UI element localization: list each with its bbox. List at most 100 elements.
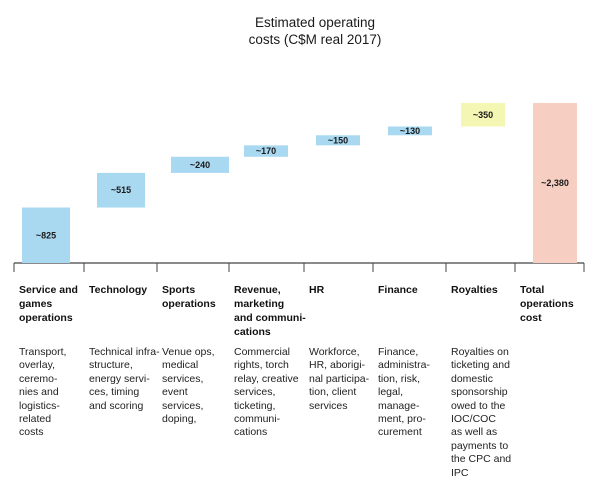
chart-title-line: Estimated operating	[254, 15, 376, 30]
category-description-line: services,	[162, 399, 204, 412]
category-label-line: cost	[520, 312, 542, 324]
category-label-line: operations	[19, 312, 73, 324]
category-description-line: domestic	[451, 372, 494, 385]
category-label-line: Service and	[19, 284, 78, 296]
category-description-line: related	[19, 413, 52, 426]
category-description-line: ticketing,	[234, 399, 276, 412]
category-description-line: ment, pro-	[378, 413, 426, 426]
category-description: Technical infra-structure, energy servi-c…	[89, 346, 160, 413]
category-label-line: Technology	[89, 284, 148, 296]
category-label-line: games	[19, 298, 53, 310]
category-label: Sports operations	[162, 283, 229, 311]
category-description-line: services,	[162, 372, 204, 385]
category-label: Revenue, marketing and communi-cations	[234, 283, 306, 339]
chart-title: Estimated operating costs (C$M real 2017)	[200, 14, 430, 48]
category-description: Transport, overlay, ceremo-nies and logisti…	[19, 346, 84, 440]
bar-group: ~515	[97, 172, 145, 208]
bar	[388, 126, 432, 136]
category-description-line: relay, creative	[234, 372, 299, 385]
category-description-line: tion, client	[309, 386, 357, 399]
bar-group: ~130	[388, 126, 432, 136]
category-description-line: legal,	[378, 386, 404, 399]
category-description: Workforce, HR, aborigi-nal participa-tion…	[309, 346, 373, 413]
category-description-line: nal participa-	[309, 372, 370, 385]
bar-value-label: ~150	[328, 135, 348, 145]
category-label: Service and games operations	[19, 283, 84, 325]
category-description-line: services	[309, 399, 348, 412]
category-description-line: owed to the	[451, 399, 506, 412]
category-description-line: payments to	[451, 439, 509, 452]
bar-group: ~150	[316, 135, 360, 146]
bar-value-label: ~515	[111, 185, 131, 195]
category-description-line: the CPC and	[451, 453, 512, 466]
total-bar	[533, 103, 577, 263]
category-description-line: logistics-	[19, 399, 60, 412]
bar-group: ~170	[244, 145, 288, 157]
category-description: Commercial rights, torch relay, creative se…	[234, 346, 304, 440]
category-description-line: Finance,	[378, 346, 419, 358]
category-description-line: cations	[234, 426, 268, 439]
category-label-line: Total	[520, 284, 545, 296]
chart-title-line: costs (C$M real 2017)	[248, 32, 382, 47]
category-description-line: IOC/COC	[451, 413, 496, 426]
category-description-line: sponsorship	[451, 386, 508, 399]
category-description-line: ticketing and	[451, 359, 510, 372]
category-label-line: operations	[162, 298, 216, 310]
category-description-line: Venue ops,	[162, 346, 215, 358]
bar	[461, 103, 505, 127]
category-description-line: Technical infra-	[89, 346, 160, 358]
bar	[316, 135, 360, 146]
bar-value-label: ~130	[400, 126, 420, 136]
bar-value-label: ~170	[256, 146, 276, 156]
category-label-line: Sports	[162, 284, 196, 296]
category-description-line: nies and	[19, 386, 59, 399]
category-description-line: HR, aborigi-	[309, 359, 366, 372]
category-description-line: administra-	[378, 359, 430, 372]
category-label-line: and communi-	[234, 312, 306, 324]
category-description-line: Transport,	[19, 346, 67, 358]
category-label-line: HR	[309, 284, 325, 296]
bar	[97, 172, 145, 208]
category-description-line: tion, risk,	[378, 372, 421, 385]
category-description-line: Commercial	[234, 346, 291, 358]
category-label: Total operations cost	[520, 283, 595, 325]
bar	[244, 145, 288, 157]
category-description: Royalties on ticketing and domestic sponsor…	[451, 346, 515, 480]
bar-value-label: ~350	[473, 110, 493, 120]
category-description-line: and scoring	[89, 399, 144, 412]
category-description-line: medical	[162, 359, 199, 372]
category-label: Technology	[89, 283, 157, 297]
category-description-line: costs	[19, 426, 44, 439]
category-label: Royalties	[451, 283, 515, 297]
category-description: Finance, administra-tion, risk, legal, mana…	[378, 346, 446, 440]
category-description-line: manage-	[378, 399, 420, 412]
bar-value-label: ~2,380	[541, 178, 569, 188]
category-label-line: cations	[234, 326, 271, 338]
bar-group: ~240	[171, 156, 229, 173]
bar-group: ~825	[22, 207, 70, 263]
category-description-line: communi-	[234, 413, 281, 426]
category-label-line: Royalties	[451, 284, 498, 296]
category-description-line: structure,	[89, 359, 133, 372]
category-description-line: curement	[378, 426, 422, 439]
category-label-line: operations	[520, 298, 574, 310]
category-label: Finance	[378, 283, 446, 297]
category-description-line: Royalties on	[451, 346, 509, 358]
bar	[22, 207, 70, 263]
category-description-line: event	[162, 386, 188, 399]
category-description-line: IPC	[451, 466, 469, 479]
category-label-line: Revenue,	[234, 284, 281, 296]
category-description-line: services,	[234, 386, 276, 399]
bar-group: ~2,380	[533, 103, 577, 263]
category-description: Venue ops, medical services, event services,…	[162, 346, 229, 426]
category-description-line: as well as	[451, 426, 498, 439]
bar-group: ~350	[461, 103, 505, 127]
category-description-line: energy servi-	[89, 372, 150, 385]
category-description-line: doping,	[162, 413, 197, 426]
bar-value-label: ~240	[190, 160, 210, 170]
category-description-line: ces, timing	[89, 386, 140, 399]
category-description-line: overlay,	[19, 359, 55, 372]
category-description-line: Workforce,	[309, 346, 360, 358]
category-label: HR	[309, 283, 373, 297]
